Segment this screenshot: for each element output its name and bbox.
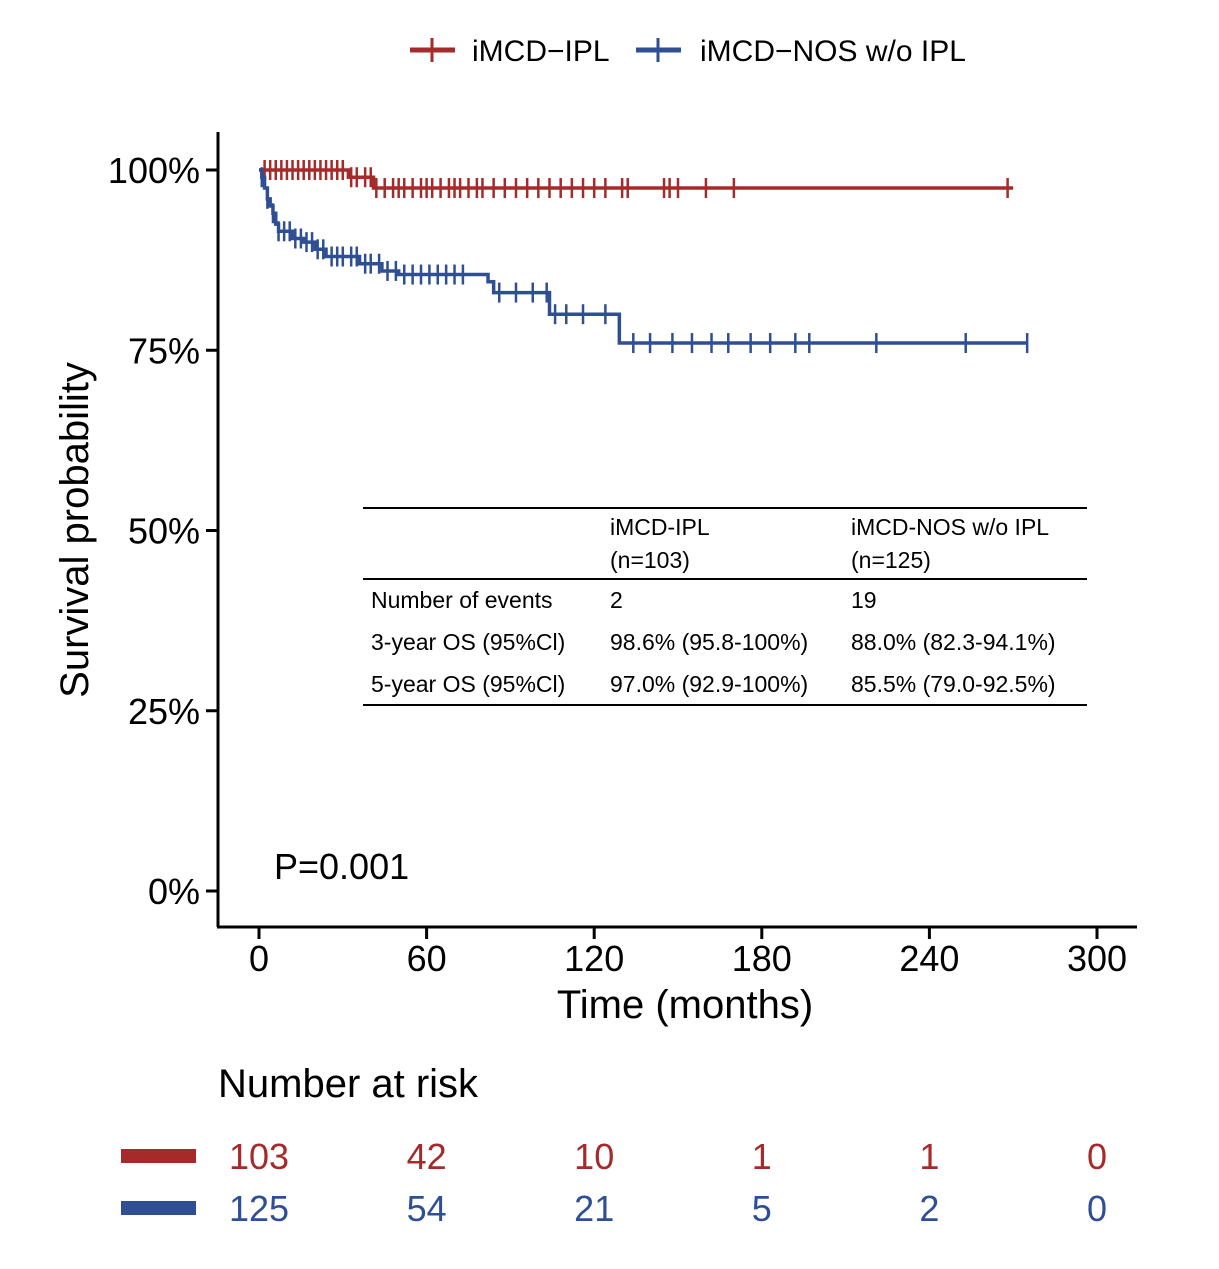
legend-label-nos: iMCD−NOS w/o IPL [700,35,966,68]
risk-count-nos: 0 [1087,1188,1107,1229]
risk-count-nos: 125 [229,1188,289,1229]
y-axis-title: Survival probability [53,362,97,698]
legend-item-nos: iMCD−NOS w/o IPL [636,35,966,68]
p-value: P=0.001 [274,846,409,887]
y-tick-label: 50% [128,511,200,552]
x-tick-label: 240 [899,938,959,979]
risk-count-ipl: 103 [229,1136,289,1177]
table-header-ipl-n: (n=103) [610,547,690,573]
table-header-nos: iMCD-NOS w/o IPL [851,514,1049,540]
risk-table-title: Number at risk [218,1062,479,1106]
y-tick-label: 75% [128,330,200,371]
km-curve-ipl [259,168,1014,190]
x-axis-ticks: 0 60 120 180 240 300 [249,927,1127,979]
table-cell-label: 3-year OS (95%Cl) [371,629,565,655]
table-cell-nos: 85.5% (79.0-92.5%) [851,671,1056,697]
km-curve-nos [259,168,1028,345]
legend-item-ipl: iMCD−IPL [410,35,610,68]
risk-count-ipl: 1 [919,1136,939,1177]
y-tick-label: 25% [128,691,200,732]
y-axis-ticks: 0% 25% 50% 75% 100% [108,150,218,912]
x-tick-label: 300 [1067,938,1127,979]
y-tick-label: 0% [148,871,200,912]
risk-swatch-ipl [121,1149,196,1163]
summary-table: iMCD-IPL (n=103) iMCD-NOS w/o IPL (n=125… [363,507,1087,706]
table-cell-nos: 88.0% (82.3-94.1%) [851,629,1056,655]
risk-count-ipl: 10 [574,1136,614,1177]
legend-label-ipl: iMCD−IPL [472,35,610,68]
table-cell-ipl: 98.6% (95.8-100%) [610,629,808,655]
x-tick-label: 180 [732,938,792,979]
risk-count-ipl: 42 [407,1136,447,1177]
risk-count-ipl: 1 [752,1136,772,1177]
x-tick-label: 120 [564,938,624,979]
risk-count-nos: 5 [752,1188,772,1229]
table-cell-nos: 19 [851,587,877,613]
table-header-ipl: iMCD-IPL [610,514,710,540]
risk-count-nos: 21 [574,1188,614,1229]
y-tick-label: 100% [108,150,200,191]
x-axis-title: Time (months) [557,983,813,1027]
x-tick-label: 60 [407,938,447,979]
table-cell-ipl: 2 [610,587,623,613]
risk-count-nos: 54 [407,1188,447,1229]
legend: iMCD−IPL iMCD−NOS w/o IPL [410,35,966,68]
table-cell-ipl: 97.0% (92.9-100%) [610,671,808,697]
table-header-nos-n: (n=125) [851,547,931,573]
risk-swatch-nos [121,1201,196,1215]
risk-count-nos: 2 [919,1188,939,1229]
survival-curves [259,160,1029,354]
x-tick-label: 0 [249,938,269,979]
table-cell-label: Number of events [371,587,553,613]
risk-count-ipl: 0 [1087,1136,1107,1177]
table-cell-label: 5-year OS (95%Cl) [371,671,565,697]
